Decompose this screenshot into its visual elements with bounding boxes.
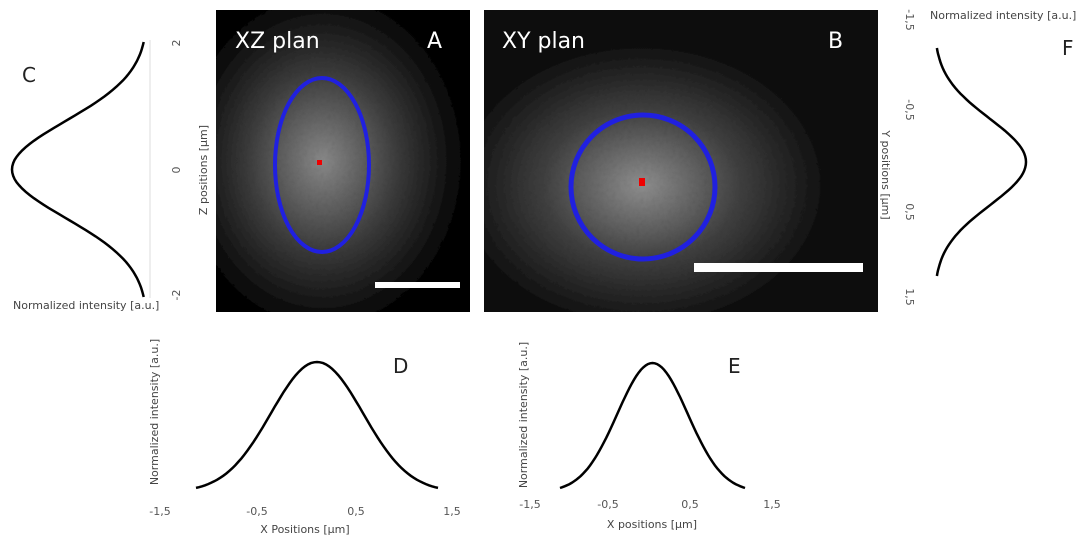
tick-label: -2	[170, 290, 183, 301]
tick-label: 1,5	[443, 505, 461, 518]
fit-circle	[568, 112, 718, 262]
axis-label: X Positions [µm]	[260, 523, 349, 536]
axis-label: Normalized intensity [a.u.]	[517, 342, 530, 488]
panel-letter: F	[1062, 36, 1074, 60]
axis-label: Y positions [µm]	[879, 129, 892, 219]
tick-label: 1,5	[763, 498, 781, 511]
panel-letter: A	[427, 29, 442, 54]
center-point	[639, 178, 645, 186]
tick-label: 0,5	[347, 505, 365, 518]
center-point	[317, 160, 322, 165]
tick-label: -0,5	[903, 99, 916, 120]
profile-curve	[10, 41, 145, 298]
profile-curve	[935, 47, 1028, 277]
tick-label: 0,5	[681, 498, 699, 511]
panel-letter: D	[393, 354, 408, 378]
microscopy-image	[216, 10, 470, 312]
tick-label: -1,5	[903, 9, 916, 30]
panel-letter: E	[728, 354, 741, 378]
tick-label: -1,5	[519, 498, 540, 511]
panel-letter: C	[22, 63, 36, 87]
tick-label: 2	[170, 40, 183, 47]
tick-label: 1,5	[903, 288, 916, 306]
panel-letter: B	[828, 29, 843, 54]
fit-ellipse	[273, 76, 371, 254]
scale-bar	[694, 263, 863, 272]
axis-label: Normalized intensity [a.u.]	[148, 339, 161, 485]
profile-curve	[559, 361, 746, 490]
tick-label: -0,5	[597, 498, 618, 511]
axis-label: X positions [µm]	[607, 518, 697, 531]
tick-label: 0,5	[903, 203, 916, 221]
panel-title: XY plan	[502, 29, 585, 54]
axis-label: Normalized intensity [a.u.]	[13, 299, 159, 312]
panel-title: XZ plan	[235, 29, 320, 54]
tick-label: 0	[170, 167, 183, 174]
tick-label: -0,5	[246, 505, 267, 518]
axis-label: Z positions [µm]	[197, 125, 210, 215]
axis-label: Normalized intensity [a.u.]	[930, 9, 1076, 22]
profile-curve	[195, 360, 439, 490]
microscopy-image	[484, 10, 878, 312]
scale-bar	[375, 282, 460, 288]
tick-label: -1,5	[149, 505, 170, 518]
